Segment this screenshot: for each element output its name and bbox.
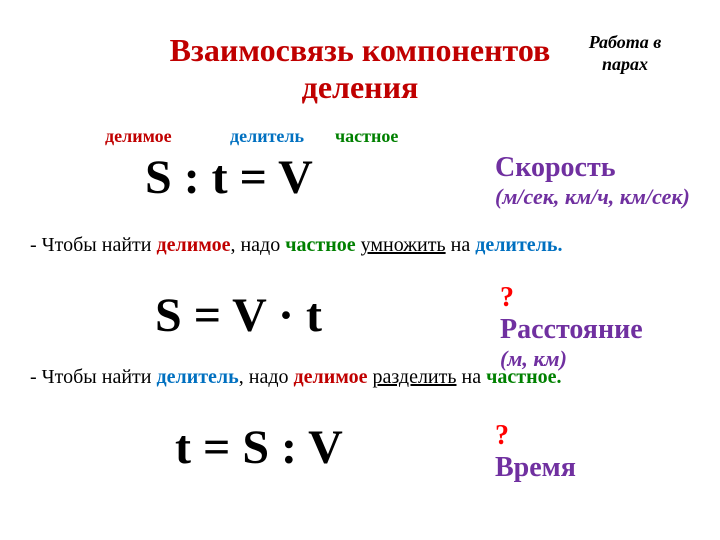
role-label-quotient: частное: [335, 126, 398, 147]
r1-part3: , надо: [230, 234, 285, 256]
formula-distance: S = V · t: [155, 288, 322, 343]
r1-part4: частное: [285, 234, 355, 256]
r2-part1: - Чтобы найти: [30, 366, 156, 388]
rule-dividend: - Чтобы найти делимое, надо частное умно…: [30, 234, 690, 257]
side-speed-units: (м/сек, км/ч, км/сек): [495, 184, 715, 210]
rule-divisor: - Чтобы найти делитель, надо делимое раз…: [30, 366, 690, 389]
r1-part2: делимое: [156, 234, 230, 256]
r2-part3: , надо: [239, 366, 294, 388]
r1-part8: делитель.: [475, 234, 562, 256]
r1-part1: - Чтобы найти: [30, 234, 156, 256]
corner-line-2: парах: [602, 54, 648, 74]
formula-speed: S : t = V: [145, 150, 313, 205]
r2-part8: частное.: [486, 366, 561, 388]
r2-part2: делитель: [156, 366, 238, 388]
role-label-divisor: делитель: [230, 126, 304, 147]
title-line-1: Взаимосвязь компонентов: [170, 32, 551, 68]
role-label-dividend: делимое: [105, 126, 172, 147]
title-line-2: деления: [302, 69, 419, 105]
r1-part7: на: [446, 234, 476, 256]
r2-part7: на: [457, 366, 487, 388]
side-time-title: Время: [495, 452, 715, 484]
r2-part6: разделить: [372, 366, 456, 388]
side-distance-qmark: ?: [500, 282, 514, 313]
side-time: ? Время: [495, 420, 715, 484]
slide-root: Взаимосвязь компонентов деления Работа в…: [0, 0, 720, 540]
r1-part6: умножить: [361, 234, 446, 256]
side-distance-title: Расстояние: [500, 314, 720, 346]
side-speed-title: Скорость: [495, 152, 715, 184]
side-speed: Скорость (м/сек, км/ч, км/сек): [495, 152, 715, 210]
formula-time: t = S : V: [175, 420, 343, 475]
side-time-qmark: ?: [495, 420, 509, 451]
side-distance: ? Расстояние (м, км): [500, 282, 720, 372]
r2-part4: делимое: [294, 366, 368, 388]
corner-note: Работа в парах: [560, 32, 690, 75]
corner-line-1: Работа в: [589, 32, 662, 52]
